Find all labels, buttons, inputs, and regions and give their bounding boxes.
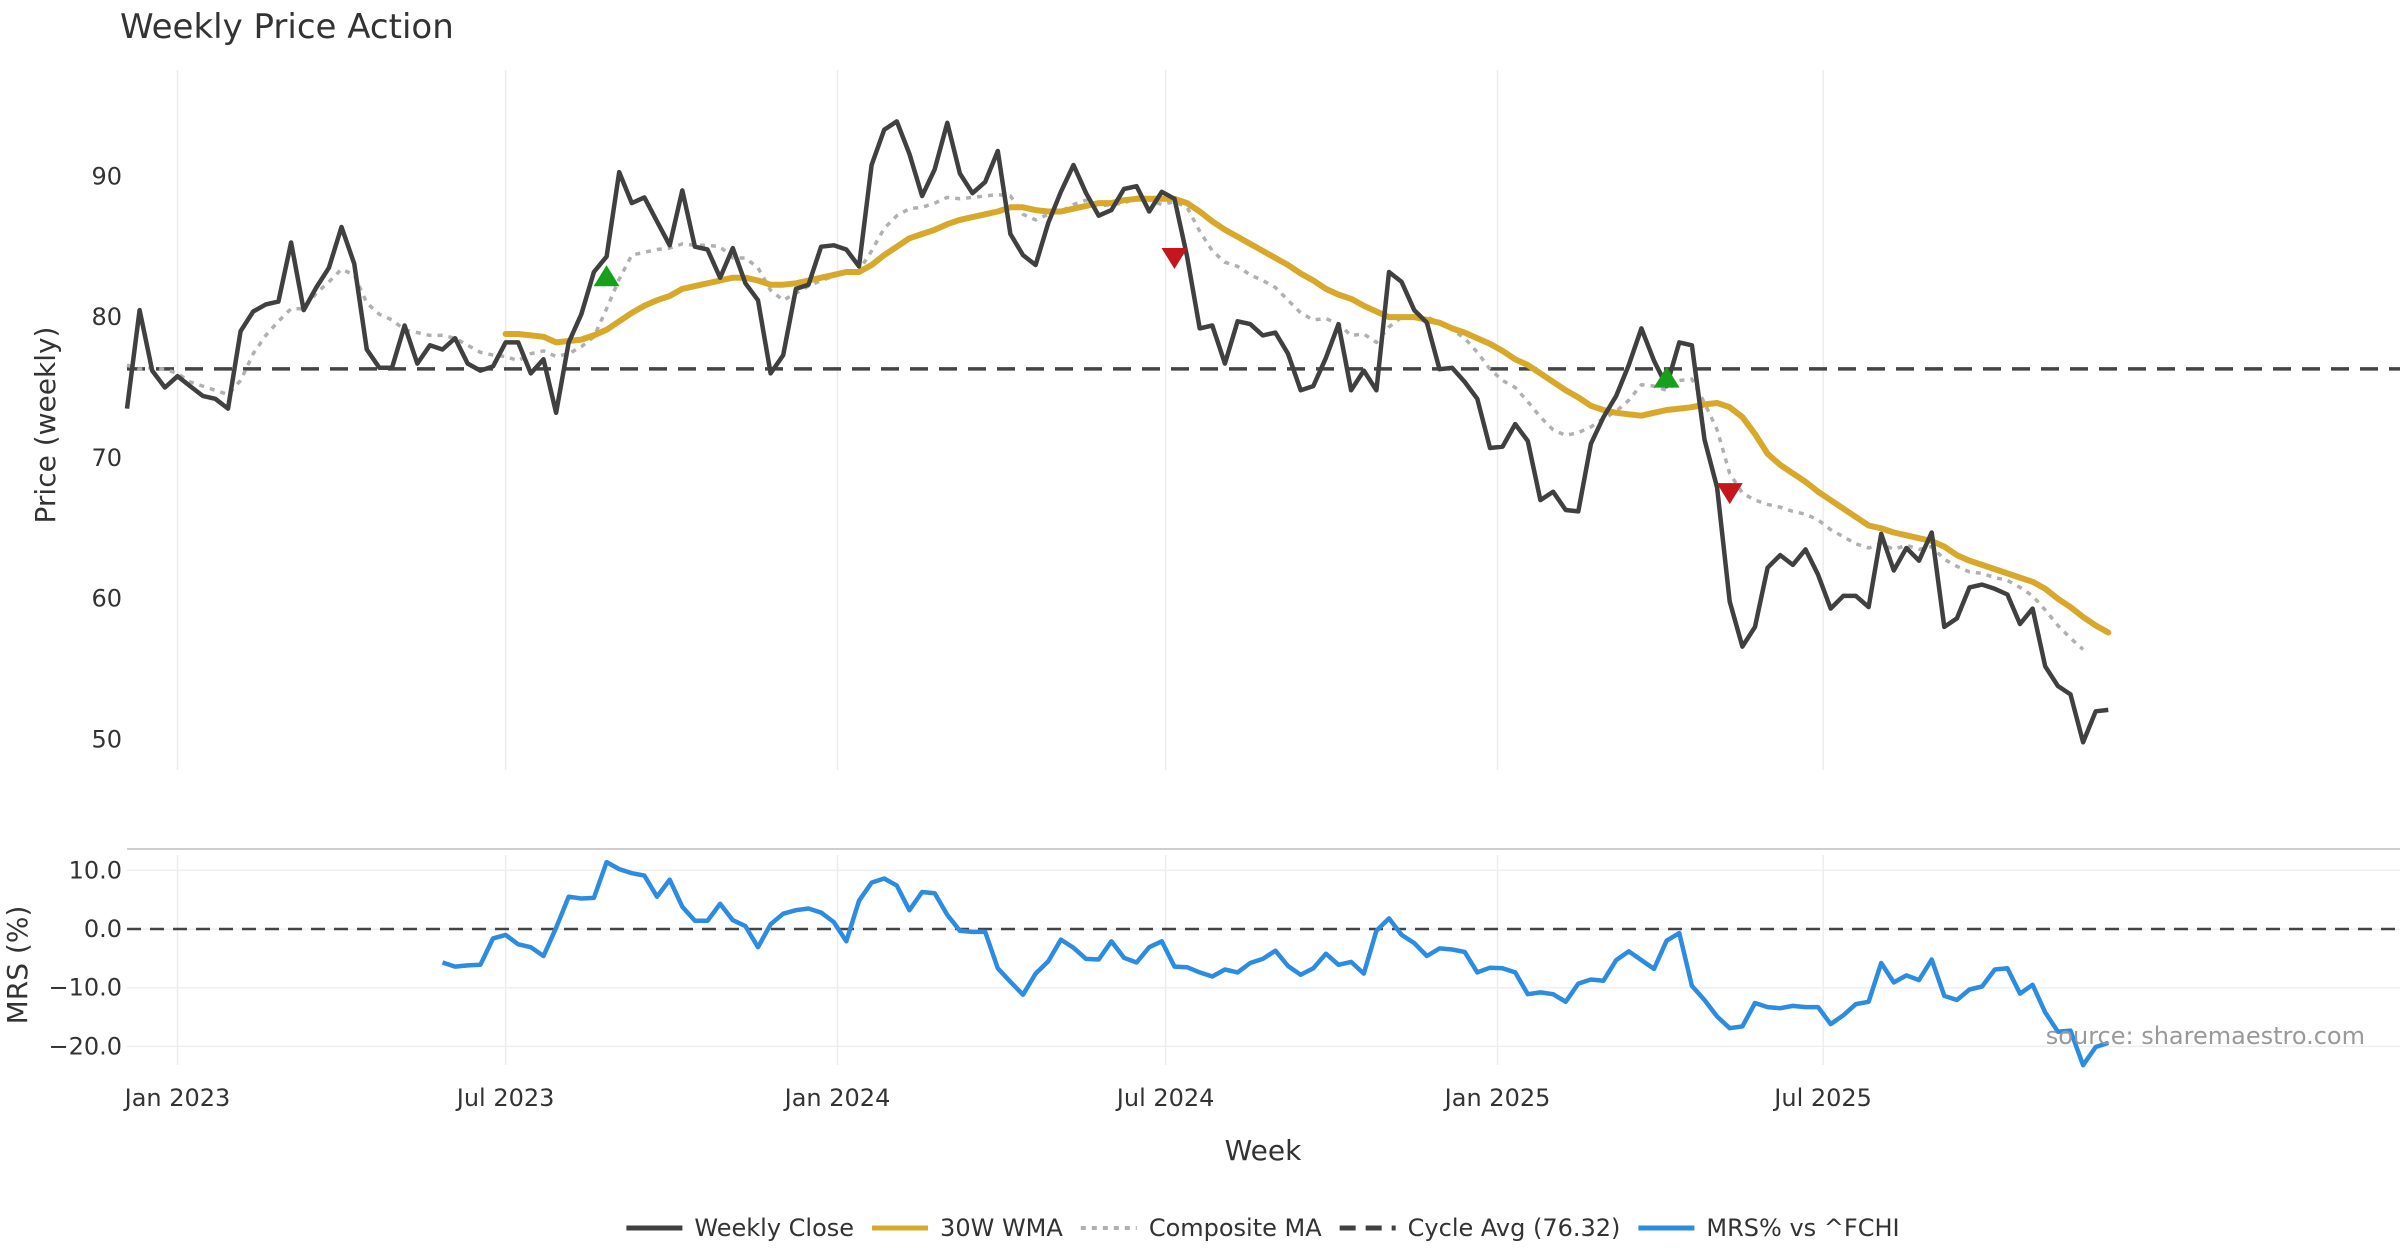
- x-tick-label: Jul 2024: [1115, 1084, 1215, 1112]
- source-note: source: sharemaestro.com: [2046, 1022, 2365, 1050]
- legend: Weekly Close 30W WMA Composite MA Cycle Avg…: [626, 1214, 1900, 1242]
- legend-label: Weekly Close: [694, 1214, 854, 1242]
- price-y-tick: 90: [91, 162, 122, 190]
- x-ticks: Jan 2023 Jul 2023 Jan 2024 Jul 2024 Jan 2025…: [123, 1084, 1872, 1112]
- mrs-y-axis-label: MRS (%): [1, 906, 34, 1025]
- x-tick-label: Jul 2025: [1772, 1084, 1872, 1112]
- price-y-ticks: 50 60 70 80 90: [91, 162, 122, 753]
- buy-signal-marker: [1653, 366, 1680, 388]
- x-tick-label: Jan 2024: [783, 1084, 891, 1112]
- mrs-series: [441, 859, 2109, 1068]
- price-y-tick: 50: [91, 726, 122, 754]
- legend-label: 30W WMA: [940, 1214, 1063, 1242]
- mrs-panel-grid: [127, 855, 2400, 1065]
- mrs-y-tick: 10.0: [69, 856, 122, 884]
- sell-signal-marker: [1161, 247, 1188, 269]
- x-axis-label: Week: [1225, 1134, 1302, 1167]
- wma-30w-line: [502, 195, 2112, 636]
- legend-label: Composite MA: [1149, 1214, 1322, 1242]
- weekly-close-line: [124, 119, 2109, 745]
- mrs-y-tick: 0.0: [84, 915, 122, 943]
- price-series: [124, 119, 2112, 745]
- buy-signal-marker: [593, 265, 620, 287]
- mrs-y-tick: −10.0: [48, 974, 122, 1002]
- price-y-tick: 60: [91, 585, 122, 613]
- sell-signal-marker: [1716, 483, 1743, 505]
- x-tick-label: Jan 2025: [1443, 1084, 1551, 1112]
- mrs-y-ticks: 10.0 0.0 −10.0 −20.0: [48, 856, 122, 1060]
- legend-label: Cycle Avg (76.32): [1408, 1214, 1621, 1242]
- legend-label: MRS% vs ^FCHI: [1706, 1214, 1899, 1242]
- x-tick-label: Jul 2023: [455, 1084, 555, 1112]
- price-y-tick: 70: [91, 444, 122, 472]
- x-tick-label: Jan 2023: [123, 1084, 231, 1112]
- price-y-axis-label: Price (weekly): [29, 327, 62, 524]
- chart-title: Weekly Price Action: [120, 7, 454, 47]
- price-panel-grid: [176, 70, 1824, 770]
- mrs-y-tick: −20.0: [48, 1032, 122, 1060]
- signal-markers: [593, 247, 1743, 505]
- price-y-tick: 80: [91, 303, 122, 331]
- composite-ma-line: [126, 192, 2085, 651]
- mrs-line: [441, 859, 2109, 1068]
